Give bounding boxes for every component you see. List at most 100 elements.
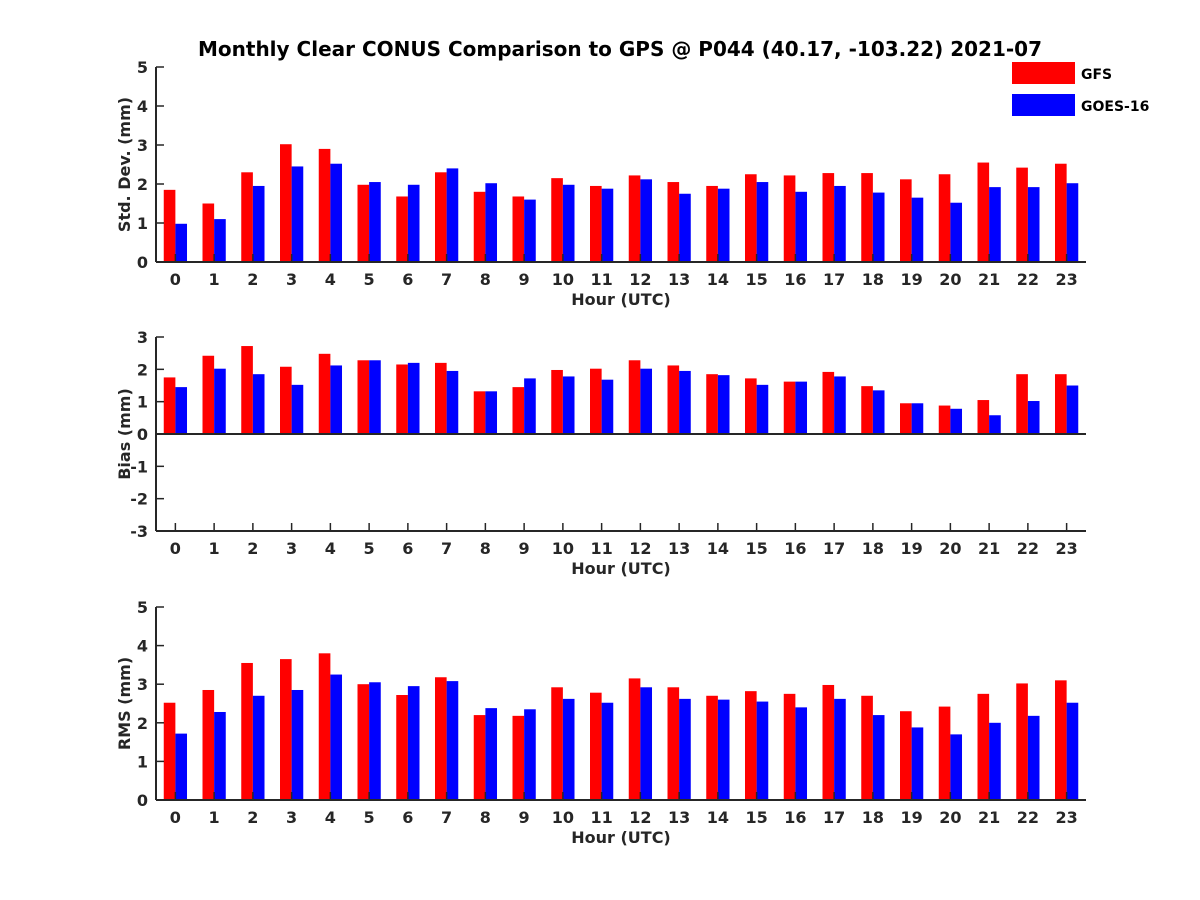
bias-bar-goes-16-hour-17 — [834, 376, 846, 434]
rms-x-tick-label: 1 — [209, 808, 220, 827]
rms-y-axis-label: RMS (mm) — [115, 657, 134, 750]
bias-x-tick-label: 12 — [629, 539, 651, 558]
rms-bar-goes-16-hour-23 — [1066, 702, 1079, 800]
bias-bar-gfs-hour-14 — [706, 374, 718, 434]
rms-x-tick-label: 3 — [286, 808, 297, 827]
bias-x-tick-label: 20 — [939, 539, 961, 558]
stddev-bar-goes-16-hour-22 — [1027, 187, 1040, 262]
rms-x-tick-label: 11 — [590, 808, 612, 827]
rms-bar-gfs-hour-3 — [280, 659, 292, 800]
stddev-x-tick-label: 7 — [441, 270, 452, 289]
rms-x-tick-label: 10 — [552, 808, 574, 827]
stddev-bar-gfs-hour-8 — [473, 191, 486, 262]
rms-bar-gfs-hour-4 — [318, 653, 331, 800]
stddev-x-tick-label: 21 — [978, 270, 1000, 289]
bias-bar-gfs-hour-5 — [357, 360, 370, 434]
bias-x-tick-label: 21 — [978, 539, 1000, 558]
rms-bar-gfs-hour-1 — [202, 689, 215, 800]
rms-bar-goes-16-hour-13 — [679, 698, 691, 800]
rms-y-tick-label: 4 — [137, 637, 148, 656]
bias-bar-gfs-hour-4 — [318, 353, 331, 434]
rms-bar-goes-16-hour-14 — [717, 699, 730, 800]
bias-bar-gfs-hour-13 — [667, 365, 680, 434]
stddev-x-tick-label: 14 — [707, 270, 729, 289]
stddev-y-axis-label: Std. Dev. (mm) — [115, 97, 134, 232]
bias-bar-gfs-hour-16 — [783, 381, 796, 434]
rms-bar-gfs-hour-2 — [241, 662, 253, 800]
rms-bar-goes-16-hour-5 — [369, 682, 381, 800]
bias-x-tick-label: 3 — [286, 539, 297, 558]
stddev-bar-goes-16-hour-11 — [601, 188, 614, 262]
bias-bar-goes-16-hour-7 — [446, 370, 459, 434]
bias-bar-gfs-hour-20 — [938, 405, 951, 434]
stddev-bar-gfs-hour-2 — [241, 172, 253, 262]
bias-bar-gfs-hour-0 — [163, 377, 176, 434]
stddev-x-tick-label: 5 — [364, 270, 375, 289]
bias-bar-gfs-hour-6 — [396, 364, 408, 434]
bias-bar-goes-16-hour-9 — [524, 378, 536, 434]
stddev-bar-goes-16-hour-15 — [756, 182, 769, 262]
stddev-x-tick-label: 8 — [480, 270, 491, 289]
bias-x-tick-label: 0 — [170, 539, 181, 558]
rms-bar-gfs-hour-14 — [706, 695, 718, 800]
stddev-bar-goes-16-hour-21 — [989, 187, 1001, 262]
rms-bar-goes-16-hour-16 — [795, 707, 808, 800]
rms-x-tick-label: 21 — [978, 808, 1000, 827]
stddev-x-axis-label: Hour (UTC) — [571, 290, 671, 309]
bias-x-tick-label: 14 — [707, 539, 729, 558]
stddev-x-tick-label: 22 — [1017, 270, 1039, 289]
bias-bar-goes-16-hour-23 — [1066, 385, 1079, 434]
rms-bar-gfs-hour-7 — [435, 677, 447, 800]
stddev-y-tick-label: 1 — [137, 214, 148, 233]
bias-bar-goes-16-hour-15 — [756, 384, 769, 434]
rms-x-tick-label: 6 — [402, 808, 413, 827]
bias-y-tick-label: 0 — [137, 425, 148, 444]
rms-bar-goes-16-hour-7 — [446, 681, 459, 800]
bias-bar-goes-16-hour-8 — [485, 391, 498, 434]
stddev-x-tick-label: 16 — [784, 270, 806, 289]
bias-bar-gfs-hour-7 — [435, 362, 447, 434]
stddev-bar-gfs-hour-18 — [861, 173, 873, 262]
bias-x-tick-label: 23 — [1055, 539, 1077, 558]
stddev-x-tick-label: 9 — [519, 270, 530, 289]
rms-bar-gfs-hour-9 — [512, 715, 525, 800]
rms-bar-gfs-hour-13 — [667, 687, 680, 800]
legend-swatch-gfs — [1012, 62, 1075, 84]
rms-x-tick-label: 15 — [745, 808, 767, 827]
stddev-bar-gfs-hour-9 — [512, 196, 525, 262]
stddev-x-tick-label: 11 — [590, 270, 612, 289]
rms-bar-goes-16-hour-18 — [872, 715, 885, 800]
stddev-bar-gfs-hour-21 — [977, 162, 990, 262]
rms-bar-goes-16-hour-9 — [524, 709, 536, 800]
bias-bar-goes-16-hour-16 — [795, 381, 808, 434]
stddev-bar-goes-16-hour-5 — [369, 182, 381, 262]
bias-bar-goes-16-hour-0 — [175, 387, 188, 434]
rms-x-tick-label: 2 — [247, 808, 258, 827]
bias-x-tick-label: 16 — [784, 539, 806, 558]
rms-bar-gfs-hour-19 — [900, 711, 912, 800]
stddev-bar-gfs-hour-7 — [435, 172, 447, 262]
rms-bar-goes-16-hour-6 — [407, 686, 420, 800]
bias-y-tick-label: 1 — [137, 393, 148, 412]
bias-bar-goes-16-hour-18 — [872, 390, 885, 434]
stddev-x-tick-label: 0 — [170, 270, 181, 289]
stddev-x-tick-label: 10 — [552, 270, 574, 289]
stddev-x-tick-label: 19 — [900, 270, 922, 289]
rms-y-tick-label: 0 — [137, 791, 148, 810]
stddev-bar-gfs-hour-4 — [318, 148, 331, 262]
rms-bar-goes-16-hour-12 — [640, 687, 653, 800]
stddev-bar-gfs-hour-3 — [280, 144, 292, 262]
stddev-bar-goes-16-hour-23 — [1066, 183, 1079, 262]
stddev-x-tick-label: 3 — [286, 270, 297, 289]
stddev-bar-goes-16-hour-2 — [252, 185, 265, 262]
stddev-bar-goes-16-hour-13 — [679, 193, 691, 262]
stddev-bar-gfs-hour-6 — [396, 196, 408, 262]
stddev-x-tick-label: 17 — [823, 270, 845, 289]
bias-x-tick-label: 6 — [402, 539, 413, 558]
bias-y-tick-label: -2 — [130, 490, 148, 509]
rms-bar-gfs-hour-11 — [590, 692, 602, 800]
bias-y-tick-label: 2 — [137, 360, 148, 379]
